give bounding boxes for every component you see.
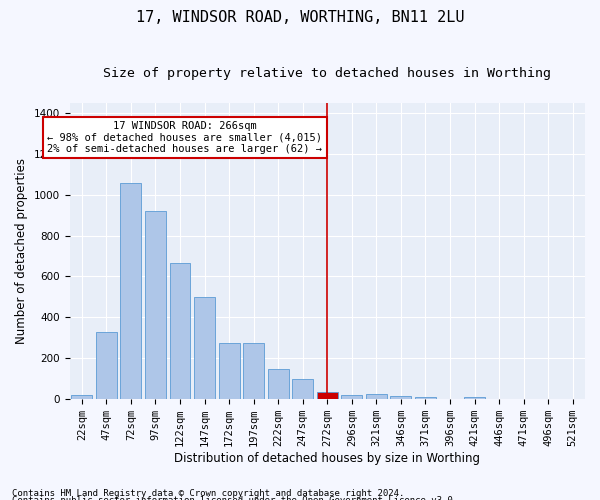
Bar xyxy=(292,379,313,399)
Bar xyxy=(194,297,215,399)
Bar xyxy=(145,211,166,399)
Bar xyxy=(218,343,239,399)
Bar xyxy=(341,394,362,399)
Bar xyxy=(415,397,436,399)
Bar xyxy=(366,394,387,399)
Bar xyxy=(170,263,190,399)
Text: Contains HM Land Registry data © Crown copyright and database right 2024.: Contains HM Land Registry data © Crown c… xyxy=(12,488,404,498)
Bar xyxy=(317,392,338,399)
X-axis label: Distribution of detached houses by size in Worthing: Distribution of detached houses by size … xyxy=(174,452,480,465)
Y-axis label: Number of detached properties: Number of detached properties xyxy=(15,158,28,344)
Title: Size of property relative to detached houses in Worthing: Size of property relative to detached ho… xyxy=(103,68,551,80)
Bar xyxy=(268,368,289,399)
Text: 17 WINDSOR ROAD: 266sqm
← 98% of detached houses are smaller (4,015)
2% of semi-: 17 WINDSOR ROAD: 266sqm ← 98% of detache… xyxy=(47,121,322,154)
Bar xyxy=(464,397,485,399)
Bar xyxy=(391,396,412,399)
Text: Contains public sector information licensed under the Open Government Licence v3: Contains public sector information licen… xyxy=(12,496,458,500)
Bar xyxy=(121,184,142,399)
Bar xyxy=(71,395,92,399)
Text: 17, WINDSOR ROAD, WORTHING, BN11 2LU: 17, WINDSOR ROAD, WORTHING, BN11 2LU xyxy=(136,10,464,25)
Bar xyxy=(243,343,264,399)
Bar xyxy=(96,332,117,399)
